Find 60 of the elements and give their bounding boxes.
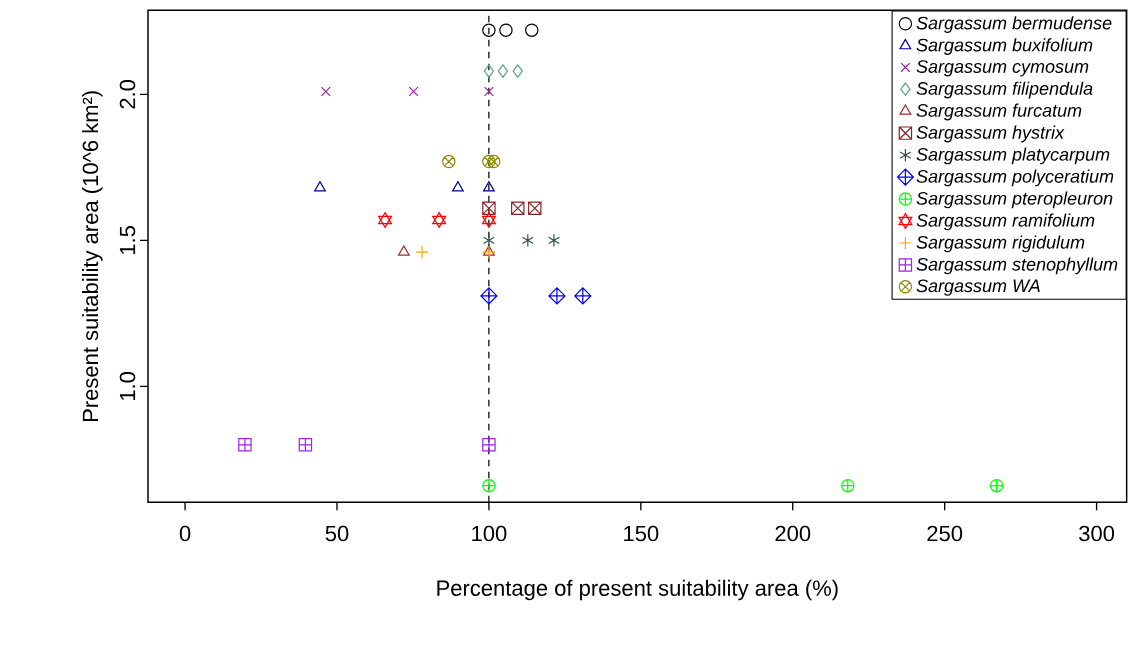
x-tick-label: 0	[179, 525, 191, 542]
x-tick-label: 50	[325, 525, 349, 542]
point	[548, 233, 560, 248]
legend-label: Sargassum platycarpum	[916, 147, 1110, 165]
x-tick-label: 150	[624, 525, 659, 542]
point	[397, 245, 410, 256]
point	[320, 86, 331, 97]
y-tick-label: 1.5	[119, 226, 136, 255]
point	[481, 212, 496, 228]
point	[841, 478, 855, 493]
point	[480, 287, 498, 305]
x-axis-title: Percentage of present suitability area (%)	[437, 579, 838, 601]
y-axis-title: Present suitability area (10^6 km²)	[82, 91, 103, 422]
point	[483, 64, 495, 78]
legend-label: Sargassum WA	[916, 279, 1040, 296]
legend-label: Sargassum buxifolium	[916, 38, 1093, 55]
point	[482, 478, 496, 493]
point	[497, 64, 509, 78]
point	[482, 23, 496, 37]
legend-label: Sargassum ramifolium	[916, 213, 1095, 231]
point	[408, 86, 419, 97]
point	[415, 245, 429, 259]
point	[483, 86, 494, 97]
point	[525, 23, 539, 37]
y-tick-label: 2.0	[119, 79, 136, 109]
legend-label: Sargassum polyceratium	[916, 169, 1114, 187]
point	[482, 438, 496, 452]
point	[432, 212, 447, 228]
x-tick-label: 300	[1079, 525, 1115, 542]
point	[521, 233, 534, 248]
y-tick-label: 1.0	[119, 371, 136, 401]
point	[483, 233, 495, 248]
point	[511, 201, 525, 216]
point	[482, 201, 496, 216]
point	[512, 64, 523, 78]
point	[238, 438, 252, 452]
point	[574, 287, 592, 305]
point	[548, 287, 566, 305]
x-tick-label: 100	[472, 525, 507, 542]
point	[482, 154, 496, 169]
legend-label: Sargassum hystrix	[916, 125, 1065, 143]
x-tick-label: 250	[927, 525, 963, 542]
point	[314, 181, 326, 192]
legend-label: Sargassum bermudense	[916, 16, 1112, 33]
legend-label: Sargassum rigidulum	[916, 235, 1085, 253]
point	[499, 23, 513, 37]
point	[452, 181, 464, 192]
legend-label: Sargassum cymosum	[916, 60, 1089, 77]
point	[298, 438, 313, 452]
legend-label: Sargassum stenophyllum	[916, 257, 1118, 275]
x-tick-label: 200	[775, 525, 811, 542]
point	[528, 201, 542, 216]
point	[989, 478, 1004, 493]
legend-label: Sargassum filipendula	[916, 81, 1093, 99]
point	[487, 154, 501, 169]
legend-label: Sargassum pteropleuron	[916, 191, 1113, 209]
point	[483, 181, 495, 192]
legend-label: Sargassum furcatum	[916, 103, 1082, 121]
point	[378, 212, 392, 228]
point	[442, 154, 456, 169]
